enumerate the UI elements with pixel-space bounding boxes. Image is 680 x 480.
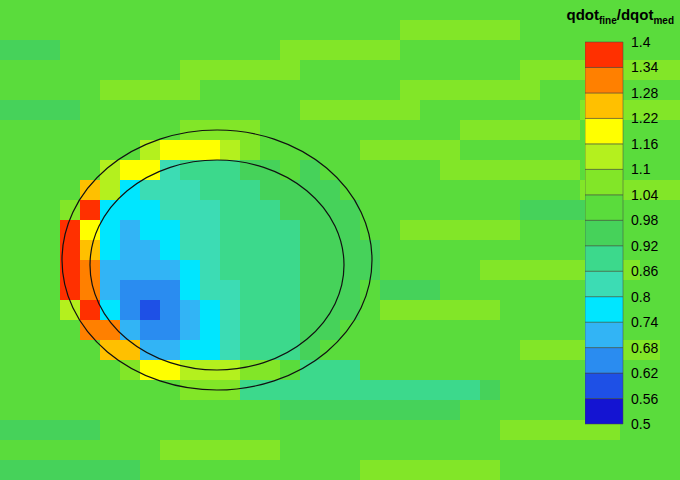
html-text:qdotfine/dqotmed: qdotfine/dqotmed xyxy=(566,6,674,26)
svg-text:1.4: 1.4 xyxy=(631,34,651,50)
svg-text:0.5: 0.5 xyxy=(631,416,651,432)
svg-text:0.8: 0.8 xyxy=(631,289,651,305)
svg-text:1.1: 1.1 xyxy=(631,161,651,177)
svg-text:0.98: 0.98 xyxy=(631,212,658,228)
svg-text:0.62: 0.62 xyxy=(631,365,658,381)
svg-text:1.16: 1.16 xyxy=(631,136,658,152)
svg-text:0.56: 0.56 xyxy=(631,391,658,407)
svg-text:0.68: 0.68 xyxy=(631,340,658,356)
svg-text:1.22: 1.22 xyxy=(631,110,658,126)
svg-text:1.04: 1.04 xyxy=(631,187,658,203)
svg-text:1.28: 1.28 xyxy=(631,85,658,101)
svg-text:1.34: 1.34 xyxy=(631,59,658,75)
svg-text:0.74: 0.74 xyxy=(631,314,658,330)
svg-text:0.86: 0.86 xyxy=(631,263,658,279)
svg-text:0.92: 0.92 xyxy=(631,238,658,254)
